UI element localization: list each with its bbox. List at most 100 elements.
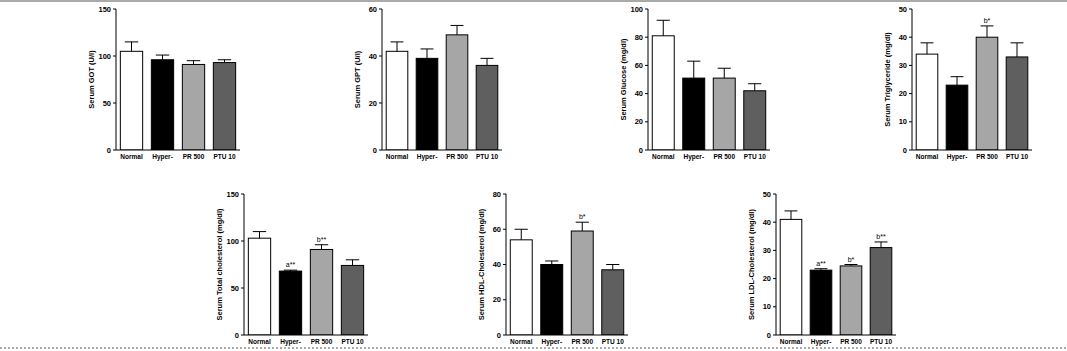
error-bar	[981, 26, 994, 37]
x-tick-label: PTU 10	[476, 153, 498, 160]
x-tick-label: Normal	[510, 338, 533, 345]
plot-area	[652, 20, 765, 150]
x-axis	[382, 150, 502, 151]
y-axis-label: Serum Glucose (mg/dl)	[619, 38, 628, 121]
bar	[946, 85, 968, 150]
y-axis-label: Serum GOT (U/l)	[87, 50, 96, 109]
y-tick-label: 80	[493, 190, 501, 199]
chart: 020406080Serum HDL-Cholesterol (mg/dl)b*…	[477, 190, 628, 347]
bar	[310, 249, 332, 335]
bar	[652, 36, 674, 150]
x-tick-label: PTU 10	[1006, 153, 1028, 160]
bar	[541, 265, 563, 336]
error-bar	[125, 42, 138, 51]
y-tick-label: 10	[899, 117, 907, 126]
x-axis	[912, 150, 1032, 151]
x-tick-label: Hyper-	[541, 338, 562, 346]
x-tick-label: PTU 10	[213, 153, 235, 160]
bar	[870, 248, 892, 335]
y-tick-label: 30	[763, 246, 771, 255]
bar	[341, 265, 363, 335]
x-axis	[244, 335, 368, 336]
y-axis-label: Serum Triglyceride (mg/dl)	[883, 32, 892, 127]
error-bar	[576, 222, 589, 231]
error-bar	[875, 242, 888, 248]
significance-label: b*	[848, 256, 855, 263]
y-tick-label: 0	[497, 331, 501, 340]
bar	[213, 63, 235, 150]
error-bar	[687, 61, 700, 78]
error-bar	[346, 260, 359, 266]
significance-label: a**	[816, 260, 826, 267]
y-tick-label: 40	[493, 260, 501, 269]
y-tick-label: 60	[369, 5, 377, 14]
y-tick-label: 150	[226, 190, 239, 199]
x-tick-label: Hyper-	[683, 153, 704, 161]
x-tick-label: Normal	[386, 153, 409, 160]
bar	[571, 231, 593, 335]
chart: 050100150Serum GOT (U/l)NormalHyper-PR 5…	[87, 5, 240, 162]
significance-label: b*	[579, 213, 586, 220]
y-axis	[912, 9, 913, 150]
error-bar	[606, 265, 619, 270]
bar	[780, 219, 802, 335]
error-bar	[315, 245, 328, 250]
x-axis	[648, 150, 770, 151]
bar	[916, 54, 938, 150]
x-tick-label: Hyper-	[811, 338, 832, 346]
y-tick-label: 20	[369, 99, 377, 108]
bar	[416, 58, 438, 150]
x-tick-label: PR 500	[311, 338, 333, 345]
error-bar	[951, 77, 964, 85]
error-bar	[545, 261, 558, 265]
error-bar	[785, 211, 798, 219]
y-tick-label: 150	[98, 5, 111, 14]
y-tick-label: 50	[103, 99, 111, 108]
y-tick-label: 20	[899, 89, 907, 98]
frame-bottom	[0, 348, 1067, 349]
significance-label: b*	[984, 17, 991, 24]
error-bar	[1011, 43, 1024, 57]
y-tick-label: 100	[226, 237, 239, 246]
error-bar	[187, 61, 200, 65]
x-tick-label: Normal	[120, 153, 143, 160]
chart: 0204060Serum GPT (U/l)NormalHyper-PR 500…	[353, 5, 502, 162]
x-tick-label: PTU 10	[870, 338, 892, 345]
bar	[151, 60, 173, 150]
error-bar	[748, 84, 761, 91]
bar	[840, 266, 862, 335]
x-tick-label: PR 500	[840, 338, 862, 345]
error-bar	[481, 58, 494, 65]
x-tick-label: PTU 10	[341, 338, 363, 345]
x-tick-label: PTU 10	[744, 153, 766, 160]
y-axis	[506, 194, 507, 335]
plot-area	[510, 222, 623, 335]
bar	[476, 65, 498, 150]
bar	[182, 64, 204, 150]
bar	[976, 37, 998, 150]
y-axis-label: Serum LDL-Cholesterol (mg/dl)	[747, 209, 756, 320]
y-tick-label: 20	[493, 295, 501, 304]
error-bar	[451, 25, 464, 34]
y-tick-label: 100	[630, 5, 643, 14]
y-axis-label: Serum Total cholesterol (mg/dl)	[215, 208, 224, 320]
y-tick-label: 0	[107, 146, 111, 155]
x-tick-label: Hyper-	[947, 153, 968, 161]
y-tick-label: 50	[763, 190, 771, 199]
y-tick-label: 60	[493, 225, 501, 234]
x-axis	[506, 335, 628, 336]
x-tick-label: Normal	[780, 338, 803, 345]
bar	[510, 240, 532, 335]
x-tick-label: Hyper-	[152, 153, 173, 161]
chart: 01020304050Serum Triglyceride (mg/dl)b*N…	[883, 5, 1032, 162]
x-tick-label: PR 500	[571, 338, 593, 345]
y-tick-label: 40	[369, 52, 377, 61]
plot-area	[386, 25, 498, 150]
x-tick-label: Hyper-	[417, 153, 438, 161]
y-tick-label: 40	[763, 218, 771, 227]
error-bar	[515, 229, 528, 240]
y-tick-label: 20	[635, 117, 643, 126]
bar	[1006, 57, 1028, 150]
bar	[744, 91, 766, 150]
y-tick-label: 50	[231, 284, 239, 293]
